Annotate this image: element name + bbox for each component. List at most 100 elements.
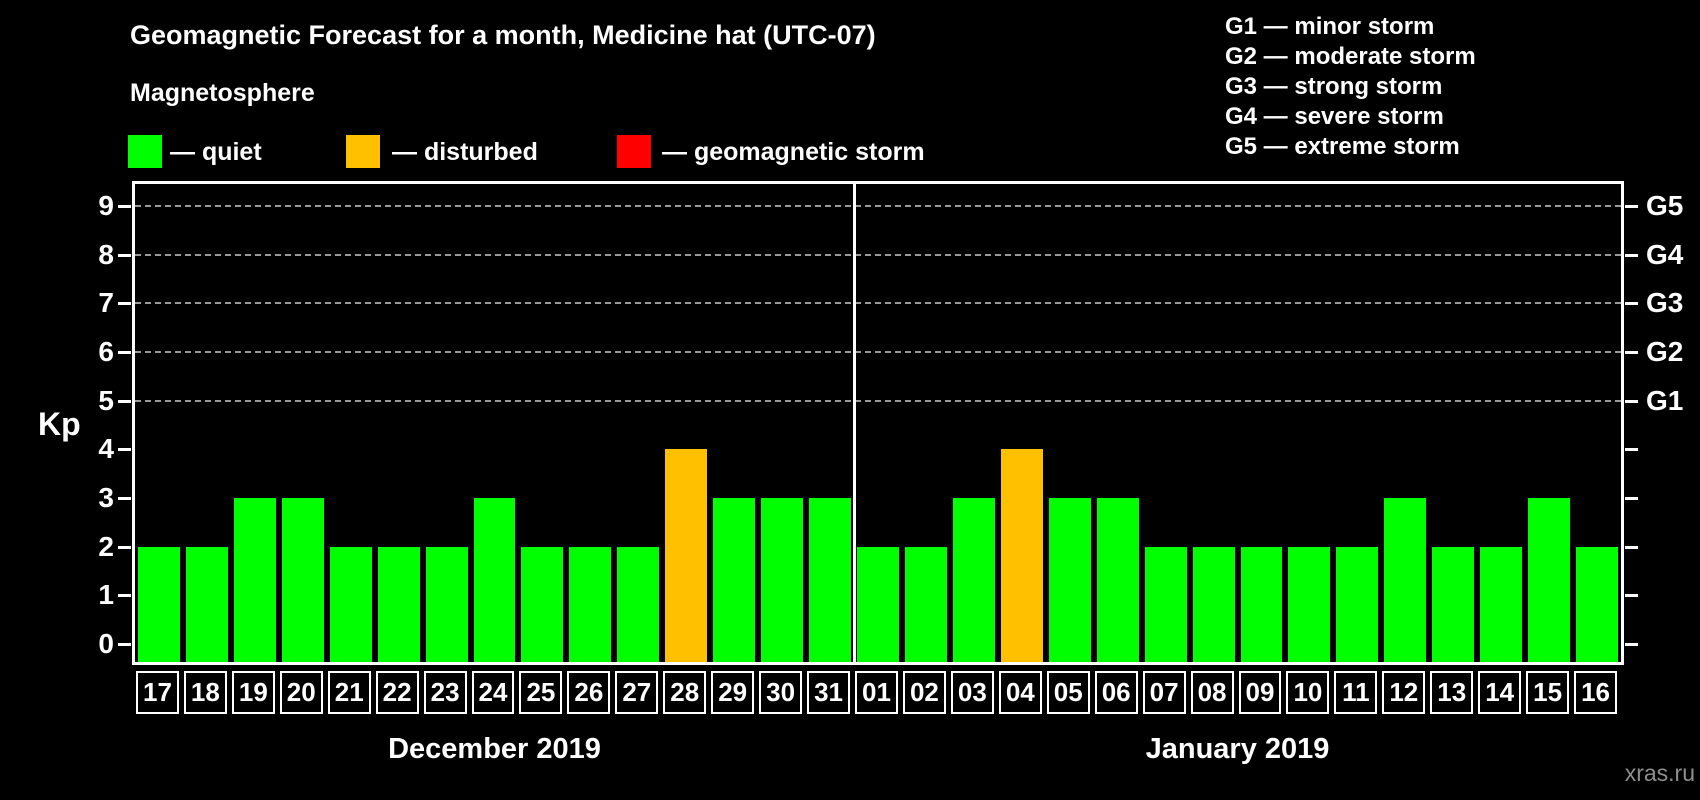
- bar-day-19-month-0: [233, 498, 276, 662]
- bar-day-04-month-1: [1000, 449, 1043, 662]
- y-tick-left-9: [118, 205, 131, 208]
- date-box-17-month-0: 17: [136, 671, 179, 714]
- legend-label-disturbed: — disturbed: [392, 138, 538, 166]
- y-tick-right-3: [1625, 497, 1638, 500]
- g-axis-label-G1: G1: [1646, 384, 1684, 416]
- disturbed-swatch-icon: [346, 135, 380, 168]
- date-box-26-month-0: 26: [567, 671, 611, 714]
- plot-frame: [132, 181, 1624, 665]
- date-box-15-month-1: 15: [1526, 671, 1570, 714]
- date-box-12-month-1: 12: [1382, 671, 1426, 714]
- watermark: xras.ru: [1624, 760, 1695, 786]
- y-tick-left-1: [118, 594, 131, 598]
- storm-swatch-icon: [617, 135, 651, 168]
- bar-day-31-month-0: [809, 498, 852, 662]
- y-tick-label-0: 0: [98, 628, 114, 659]
- date-box-28-month-0: 28: [663, 671, 707, 714]
- y-tick-label-7: 7: [98, 287, 114, 319]
- y-tick-right-2: [1625, 545, 1638, 549]
- bar-day-13-month-1: [1432, 546, 1475, 662]
- gridline-kp-6: [135, 351, 1621, 353]
- chart-title: Geomagnetic Forecast for a month, Medici…: [130, 20, 876, 50]
- g-axis-label-G3: G3: [1646, 287, 1684, 319]
- bar-day-15-month-1: [1528, 498, 1571, 662]
- y-tick-right-4: [1625, 448, 1638, 452]
- y-tick-left-0: [118, 643, 131, 646]
- bar-day-24-month-0: [473, 498, 516, 662]
- bar-day-09-month-1: [1240, 546, 1283, 662]
- gridline-kp-5: [135, 399, 1621, 402]
- bar-day-01-month-1: [857, 546, 899, 662]
- bar-day-08-month-1: [1192, 546, 1235, 662]
- bar-day-18-month-0: [185, 546, 228, 662]
- bar-day-29-month-0: [713, 498, 756, 662]
- y-tick-left-8: [118, 253, 131, 257]
- bar-day-10-month-1: [1288, 546, 1331, 662]
- bar-day-30-month-0: [761, 498, 804, 662]
- date-box-31-month-0: 31: [807, 671, 851, 714]
- date-box-22-month-0: 22: [375, 671, 419, 714]
- bar-day-16-month-1: [1576, 546, 1618, 662]
- month-divider: [852, 184, 856, 662]
- bar-day-05-month-1: [1048, 498, 1091, 662]
- date-box-25-month-0: 25: [519, 671, 563, 714]
- g-scale-legend: G1 — minor storm G2 — moderate storm G3 …: [1225, 12, 1476, 162]
- date-box-04-month-1: 04: [998, 671, 1042, 714]
- date-box-21-month-0: 21: [327, 671, 371, 714]
- y-tick-right-0: [1625, 643, 1638, 646]
- month-label-0: December 2019: [388, 733, 601, 765]
- bar-day-03-month-1: [952, 498, 995, 662]
- y-tick-left-3: [118, 497, 131, 500]
- date-box-13-month-1: 13: [1430, 671, 1474, 714]
- g-legend-line-2: G2 — moderate storm: [1225, 43, 1476, 70]
- gridline-kp-9: [135, 205, 1621, 207]
- date-box-02-month-1: 02: [902, 671, 946, 714]
- y-tick-left-7: [118, 302, 131, 306]
- y-tick-label-5: 5: [98, 384, 114, 416]
- bar-day-14-month-1: [1480, 546, 1523, 662]
- y-tick-label-8: 8: [98, 238, 114, 270]
- date-box-19-month-0: 19: [231, 671, 275, 714]
- date-box-03-month-1: 03: [950, 671, 994, 714]
- gridline-kp-8: [135, 253, 1621, 256]
- quiet-swatch-icon: [128, 135, 162, 168]
- bar-day-06-month-1: [1096, 498, 1139, 662]
- date-box-10-month-1: 10: [1286, 671, 1330, 714]
- y-tick-right-7: [1625, 302, 1638, 306]
- y-axis-title: Kp: [38, 406, 81, 442]
- bar-day-02-month-1: [904, 546, 947, 662]
- date-box-27-month-0: 27: [615, 671, 659, 714]
- date-box-06-month-1: 06: [1094, 671, 1138, 714]
- date-box-08-month-1: 08: [1190, 671, 1234, 714]
- bar-day-28-month-0: [665, 449, 708, 662]
- date-box-20-month-0: 20: [279, 671, 323, 714]
- date-box-07-month-1: 07: [1142, 671, 1186, 714]
- date-box-14-month-1: 14: [1478, 671, 1522, 714]
- bar-day-27-month-0: [617, 546, 660, 662]
- y-tick-right-1: [1625, 594, 1638, 598]
- y-tick-left-5: [118, 399, 131, 403]
- y-tick-right-5: [1625, 399, 1638, 403]
- month-label-1: January 2019: [1145, 733, 1330, 765]
- bar-day-17-month-0: [138, 546, 180, 662]
- g-axis-label-G5: G5: [1646, 190, 1684, 221]
- g-legend-line-5: G5 — extreme storm: [1225, 133, 1460, 160]
- legend-label-quiet: — quiet: [170, 138, 262, 166]
- date-box-01-month-1: 01: [855, 671, 898, 714]
- y-tick-left-6: [118, 351, 131, 354]
- date-box-18-month-0: 18: [183, 671, 227, 714]
- y-tick-label-6: 6: [98, 336, 114, 367]
- bar-day-26-month-0: [569, 546, 612, 662]
- bar-day-20-month-0: [281, 498, 324, 662]
- bar-day-11-month-1: [1336, 546, 1379, 662]
- y-tick-right-9: [1625, 205, 1638, 208]
- g-legend-line-1: G1 — minor storm: [1225, 13, 1435, 40]
- g-legend-line-4: G4 — severe storm: [1225, 103, 1444, 130]
- date-box-16-month-1: 16: [1574, 671, 1617, 714]
- g-axis-label-G4: G4: [1646, 238, 1684, 270]
- y-tick-right-8: [1625, 253, 1638, 257]
- g-axis-label-G2: G2: [1646, 336, 1684, 367]
- y-tick-label-3: 3: [98, 482, 114, 513]
- date-box-23-month-0: 23: [423, 671, 467, 714]
- y-tick-label-1: 1: [98, 579, 114, 611]
